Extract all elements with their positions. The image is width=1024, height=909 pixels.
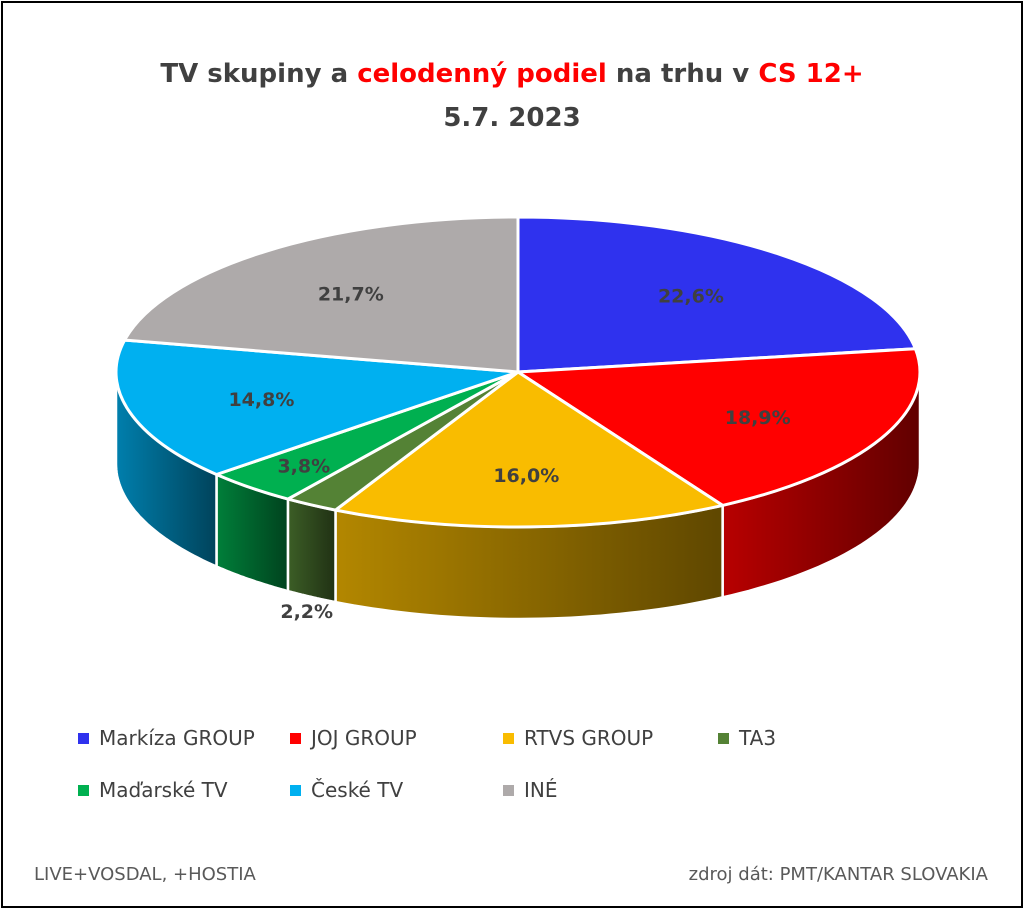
legend-item-joj-group: JOJ GROUP [290, 726, 417, 750]
legend-swatch [290, 732, 301, 744]
legend-label: Markíza GROUP [99, 726, 255, 750]
legend-item-ta3: TA3 [718, 726, 776, 750]
data-label-ceske-tv: 14,8% [228, 389, 294, 411]
pie-slice-rtvs-group [334, 370, 725, 529]
data-label-rtvs-group: 16,0% [493, 465, 559, 487]
footer-left-note: LIVE+VOSDAL, +HOSTIA [34, 864, 256, 885]
legend-item-madarske-tv: Maďarské TV [78, 778, 228, 802]
pie-data-labels: 22,6% 18,9% 16,0% 2,2% 3,8% 14,8% 21,7% [228, 284, 790, 624]
data-label-madarske-tv: 3,8% [277, 456, 330, 478]
legend-swatch [78, 732, 89, 744]
data-label-markiza-group: 22,6% [658, 285, 724, 307]
legend-label: INÉ [524, 778, 558, 802]
legend-item-markiza-group: Markíza GROUP [78, 726, 255, 750]
legend-item-ceske-tv: České TV [290, 778, 403, 802]
pie-top-faces [114, 215, 922, 529]
legend-label: TA3 [739, 726, 777, 750]
title-part-1: TV skupiny a [160, 59, 358, 89]
legend-swatch [78, 784, 89, 796]
title-line-1: TV skupiny a celodenný podiel na trhu v … [0, 52, 1024, 96]
data-label-joj-group: 18,9% [725, 407, 791, 429]
pie-slice-ceske-tv [114, 338, 520, 476]
legend-label: České TV [311, 778, 404, 802]
pie-slice-markiza-group [516, 215, 917, 374]
legend-swatch [503, 784, 514, 796]
data-label-ta3: 2,2% [280, 601, 333, 623]
title-part-2: celodenný podiel [357, 59, 607, 89]
pie-slice-joj-group [516, 347, 922, 507]
pie-side-ta3 [286, 497, 337, 604]
legend-swatch [718, 732, 729, 744]
data-label-ine: 21,7% [318, 284, 384, 306]
legend-label: RTVS GROUP [524, 726, 654, 750]
footer-source: zdroj dát: PMT/KANTAR SLOVAKIA [688, 864, 988, 885]
legend-swatch [290, 784, 301, 796]
legend-swatch [503, 732, 514, 744]
chart-title: TV skupiny a celodenný podiel na trhu v … [0, 52, 1024, 140]
title-part-4: CS 12+ [758, 59, 864, 89]
legend-item-rtvs-group: RTVS GROUP [503, 726, 653, 750]
title-part-3: na trhu v [606, 59, 759, 89]
legend-label: JOJ GROUP [311, 726, 417, 750]
title-line-2: 5.7. 2023 [443, 103, 581, 133]
legend-label: Maďarské TV [99, 778, 228, 802]
pie-slice-ine [123, 215, 520, 374]
legend-item-ine: INÉ [503, 778, 558, 802]
